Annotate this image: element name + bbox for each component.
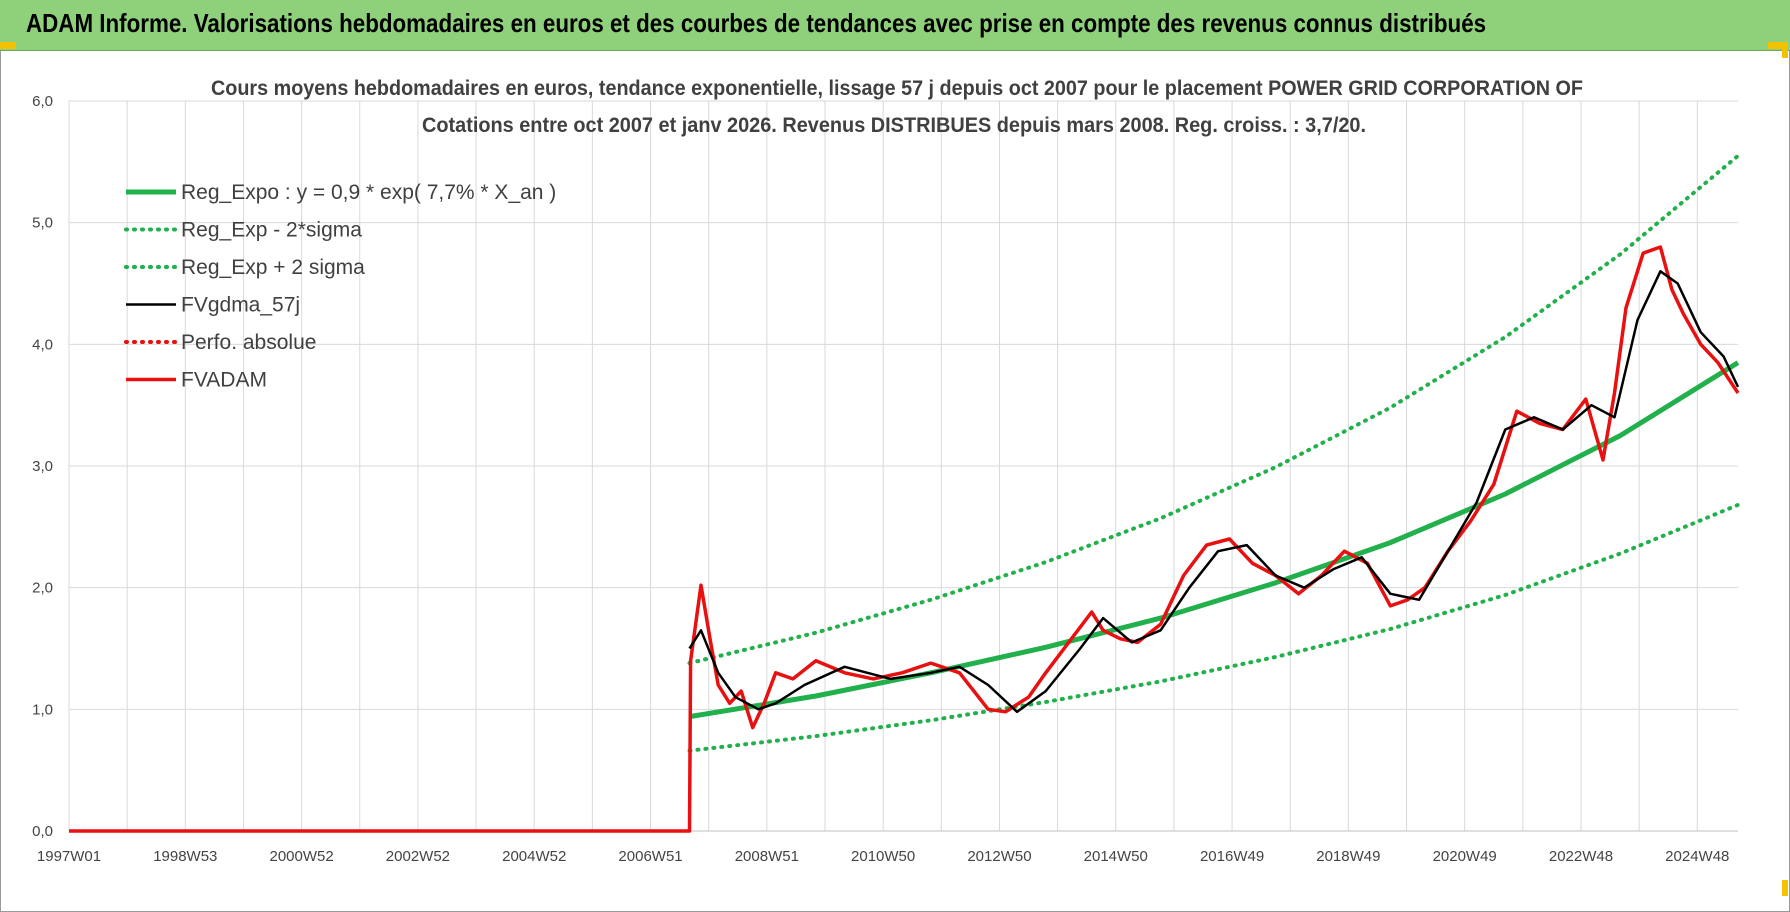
- y-tick-label: 5,0: [32, 215, 53, 232]
- x-tick-label: 2012W50: [967, 848, 1031, 865]
- x-tick-label: 2020W49: [1433, 848, 1497, 865]
- x-tick-label: 2016W49: [1200, 848, 1264, 865]
- series-line-regexp: [687, 502, 1740, 753]
- x-tick-label: 2002W52: [386, 848, 450, 865]
- x-tick-label: 2014W50: [1084, 848, 1148, 865]
- x-tick-label: 1997W01: [37, 848, 101, 865]
- x-tick-label: 2024W48: [1665, 848, 1729, 865]
- x-tick-label: 2010W50: [851, 848, 915, 865]
- legend-label: FVADAM: [181, 369, 267, 392]
- report-title: ADAM Informe. Valorisations hebdomadaire…: [26, 8, 1487, 38]
- legend-label: Perfo. absolue: [181, 331, 316, 354]
- x-tick-label: 2004W52: [502, 848, 566, 865]
- corner-mark: [0, 42, 16, 49]
- series-line-regexpo: [689, 360, 1740, 720]
- legend-label: Reg_Exp - 2*sigma: [181, 219, 362, 242]
- x-tick-label: 2008W51: [735, 848, 799, 865]
- corner-mark: [1782, 880, 1788, 896]
- y-tick-label: 6,0: [32, 93, 53, 110]
- legend-label: FVgdma_57j: [181, 294, 300, 317]
- corner-mark: [1768, 42, 1784, 49]
- y-tick-label: 1,0: [32, 701, 53, 718]
- chart-title-line1: Cours moyens hebdomadaires en euros, ten…: [211, 77, 1583, 100]
- corner-mark: [1782, 42, 1788, 58]
- x-tick-label: 2018W49: [1316, 848, 1380, 865]
- x-tick-label: 2000W52: [270, 848, 334, 865]
- chart-title-line2: Cotations entre oct 2007 et janv 2026. R…: [422, 114, 1366, 137]
- legend-label: Reg_Exp + 2 sigma: [181, 256, 365, 279]
- x-tick-label: 2022W48: [1549, 848, 1613, 865]
- series-line-regexp: [687, 153, 1740, 666]
- series-line-fvgdma57j: [688, 270, 1740, 714]
- x-tick-label: 1998W53: [153, 848, 217, 865]
- y-tick-label: 4,0: [32, 336, 53, 353]
- legend-label: Reg_Expo : y = 0,9 * exp( 7,7% * X_an ): [181, 181, 556, 204]
- x-tick-label: 2006W51: [618, 848, 682, 865]
- report-banner: ADAM Informe. Valorisations hebdomadaire…: [0, 0, 1790, 51]
- series-line-fvadam: [69, 245, 1740, 833]
- y-tick-label: 0,0: [32, 823, 53, 840]
- y-tick-label: 3,0: [32, 458, 53, 475]
- y-tick-label: 2,0: [32, 580, 53, 597]
